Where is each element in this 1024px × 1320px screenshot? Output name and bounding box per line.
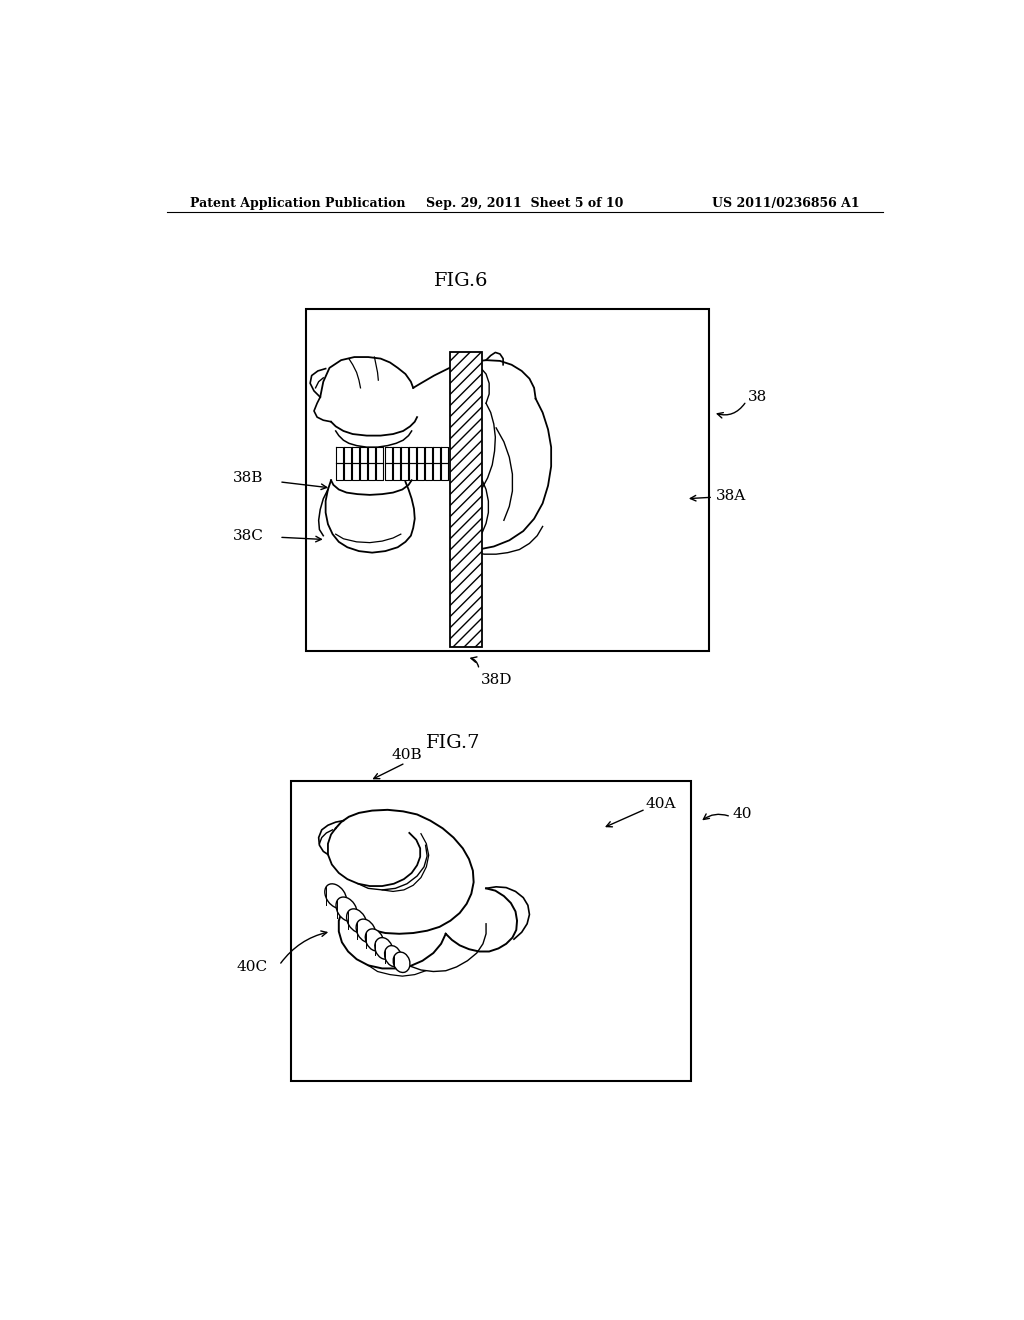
Text: 40: 40 — [732, 808, 752, 821]
Ellipse shape — [385, 945, 401, 966]
Bar — [291, 780, 691, 1081]
Bar — [306, 309, 710, 651]
Text: 40B: 40B — [391, 748, 422, 762]
Text: 38D: 38D — [480, 673, 512, 686]
Text: FIG.7: FIG.7 — [426, 734, 480, 752]
Text: US 2011/0236856 A1: US 2011/0236856 A1 — [712, 197, 859, 210]
Ellipse shape — [393, 952, 410, 973]
Text: 38: 38 — [748, 391, 767, 404]
Text: Patent Application Publication: Patent Application Publication — [190, 197, 406, 210]
Ellipse shape — [356, 919, 376, 942]
Bar — [450, 352, 482, 647]
Text: 40C: 40C — [237, 960, 267, 974]
Ellipse shape — [375, 937, 393, 960]
Text: FIG.6: FIG.6 — [434, 272, 488, 290]
Text: 40A: 40A — [646, 797, 676, 810]
Text: 38C: 38C — [232, 529, 263, 543]
Text: Sep. 29, 2011  Sheet 5 of 10: Sep. 29, 2011 Sheet 5 of 10 — [426, 197, 624, 210]
Text: 38A: 38A — [716, 488, 745, 503]
Ellipse shape — [346, 909, 367, 932]
Ellipse shape — [336, 898, 357, 921]
Ellipse shape — [366, 929, 384, 950]
Text: 38B: 38B — [232, 471, 263, 484]
Ellipse shape — [325, 884, 346, 908]
